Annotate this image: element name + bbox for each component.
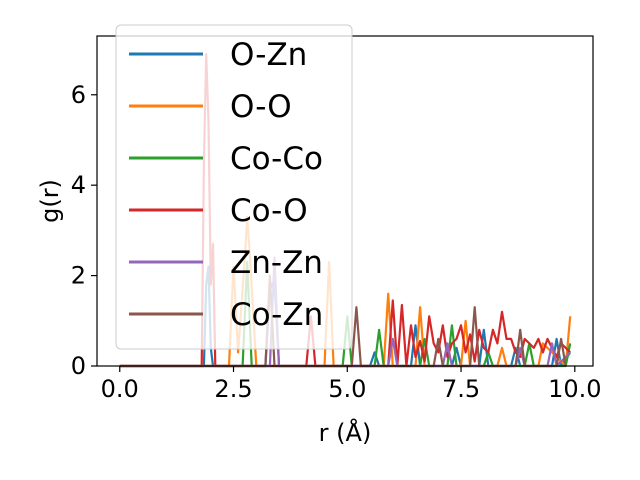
x-axis-label: r (Å) [319, 418, 372, 447]
legend: O-Zn O-O Co-Co Co-O Zn-Zn Co-Zn [115, 24, 353, 350]
legend-label: O-O [230, 89, 292, 125]
y-axis-label: g(r) [36, 179, 64, 223]
legend-label: Co-O [230, 193, 308, 229]
y-tick-label: 4 [71, 171, 86, 199]
y-tick-label: 0 [71, 352, 86, 380]
legend-label: Zn-Zn [230, 245, 323, 281]
x-axis-ticks: 0.0 2.5 5.0 7.5 10.0 [101, 366, 602, 403]
y-tick-label: 2 [71, 262, 86, 290]
legend-label: O-Zn [230, 37, 307, 73]
x-tick-label: 0.0 [101, 375, 139, 403]
x-tick-label: 2.5 [214, 375, 252, 403]
legend-label: Co-Co [230, 141, 323, 177]
y-tick-label: 6 [71, 81, 86, 109]
x-tick-label: 5.0 [328, 375, 366, 403]
y-axis-ticks: 0 2 4 6 [71, 81, 97, 380]
x-tick-label: 7.5 [442, 375, 480, 403]
legend-entries: O-Zn O-O Co-Co Co-O Zn-Zn Co-Zn [129, 37, 323, 333]
x-tick-label: 10.0 [548, 375, 601, 403]
legend-label: Co-Zn [230, 297, 323, 333]
